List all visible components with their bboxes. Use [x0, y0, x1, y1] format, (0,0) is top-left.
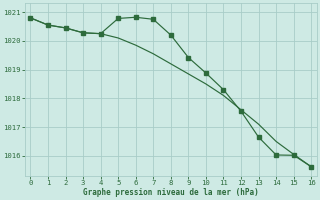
X-axis label: Graphe pression niveau de la mer (hPa): Graphe pression niveau de la mer (hPa) — [83, 188, 259, 197]
